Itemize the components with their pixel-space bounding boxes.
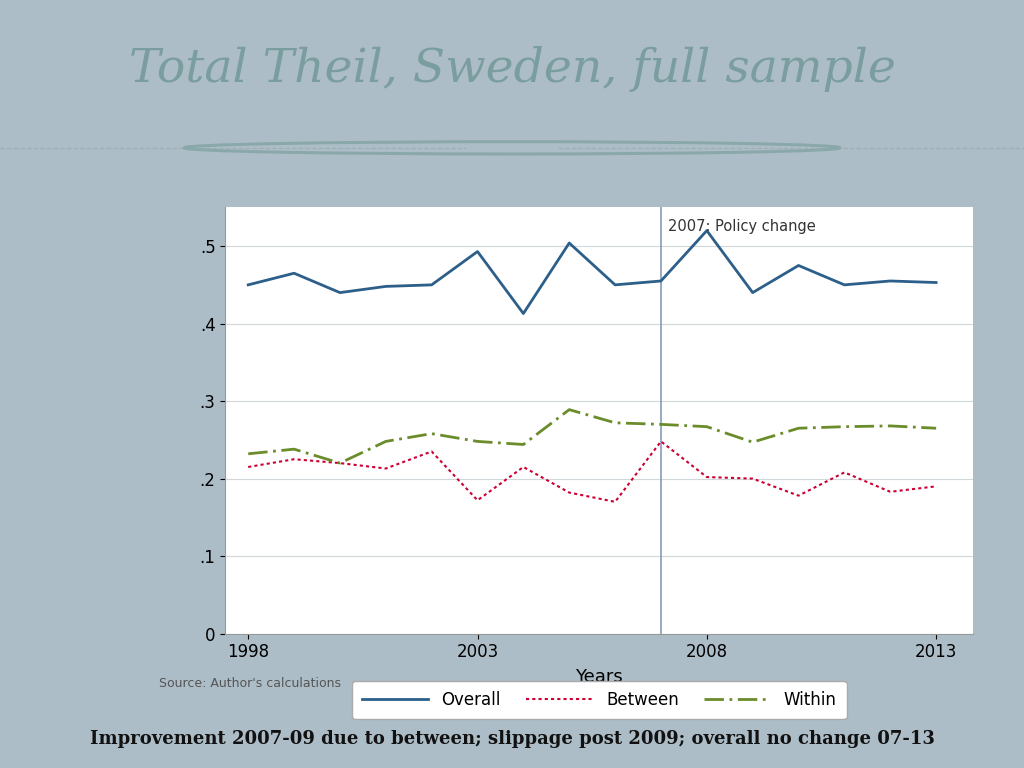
Text: Improvement 2007-09 due to between; slippage post 2009; overall no change 07-13: Improvement 2007-09 due to between; slip… [89, 730, 935, 748]
X-axis label: Years: Years [575, 668, 623, 687]
Legend: Overall, Between, Within: Overall, Between, Within [351, 681, 847, 719]
Text: Source: Author's calculations: Source: Author's calculations [159, 677, 341, 690]
Text: 2007: Policy change: 2007: Policy change [668, 219, 815, 234]
Text: Total Theil, Sweden, full sample: Total Theil, Sweden, full sample [129, 46, 895, 92]
